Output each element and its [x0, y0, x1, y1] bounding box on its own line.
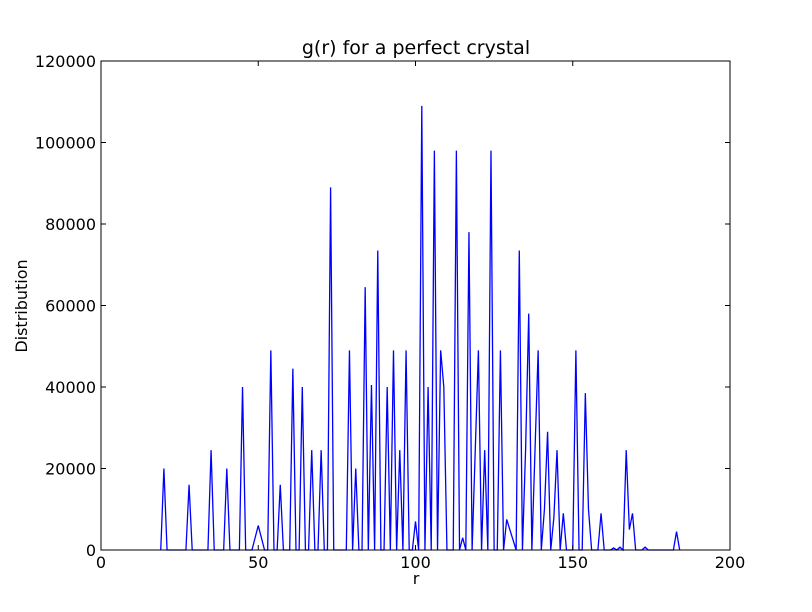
y-tick-label: 120000 [35, 52, 96, 71]
y-tick-label: 100000 [35, 134, 96, 153]
y-tick-label: 80000 [45, 215, 96, 234]
x-tick-label: 200 [715, 553, 746, 572]
y-axis-label: Distribution [12, 259, 31, 352]
x-axis: 0 50 100 150 200 [96, 61, 745, 572]
x-tick-label: 100 [400, 553, 431, 572]
x-tick-label: 150 [557, 553, 588, 572]
chart-title: g(r) for a perfect crystal [302, 37, 530, 59]
plot-background [101, 61, 730, 550]
plot-area [101, 61, 730, 550]
x-tick-label: 0 [96, 553, 106, 572]
x-axis-label: r [413, 569, 420, 588]
x-tick-label: 50 [248, 553, 268, 572]
y-axis: 0 20000 40000 60000 80000 100000 120000 [35, 52, 730, 560]
y-tick-label: 0 [86, 541, 96, 560]
y-tick-label: 60000 [45, 297, 96, 316]
y-tick-label: 20000 [45, 460, 96, 479]
y-tick-label: 40000 [45, 378, 96, 397]
